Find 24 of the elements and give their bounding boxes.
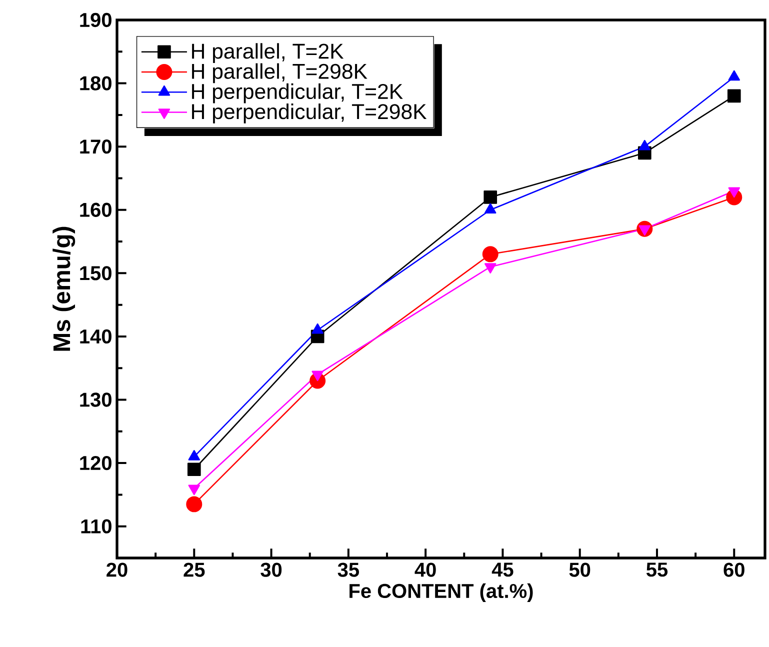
y-tick-label: 140 [80, 329, 112, 344]
legend-label: H parallel, T=2K [192, 43, 344, 64]
y-tick-label: 150 [80, 266, 112, 280]
x-tick-label: 25 [184, 562, 205, 577]
y-tick-label: 170 [80, 140, 112, 154]
legend-label: H perpendicular, T=2K [192, 83, 403, 104]
y-tick-label: 110 [81, 519, 112, 534]
y-tick-label: 180 [80, 76, 112, 90]
legend-label: H parallel, T=298K [192, 63, 368, 84]
x-tick-label: 60 [724, 562, 744, 577]
x-tick-label: 35 [338, 562, 359, 577]
y-tick-label: 160 [80, 202, 112, 217]
x-tick-label: 20 [106, 562, 128, 577]
y-axis-title: Ms (emu/g) [52, 226, 76, 351]
x-tick-label: 40 [414, 562, 436, 577]
x-tick-label: 50 [569, 562, 590, 577]
x-tick-label: 55 [646, 562, 668, 577]
x-tick-label: 30 [260, 562, 282, 577]
x-tick-label: 45 [492, 562, 514, 577]
legend-label: H perpendicular, T=298K [192, 104, 427, 124]
y-tick-label: 120 [80, 456, 112, 470]
y-tick-label: 130 [80, 392, 112, 407]
x-axis-title: Fe CONTENT (at.%) [350, 583, 533, 602]
y-tick-label: 190 [80, 12, 112, 28]
